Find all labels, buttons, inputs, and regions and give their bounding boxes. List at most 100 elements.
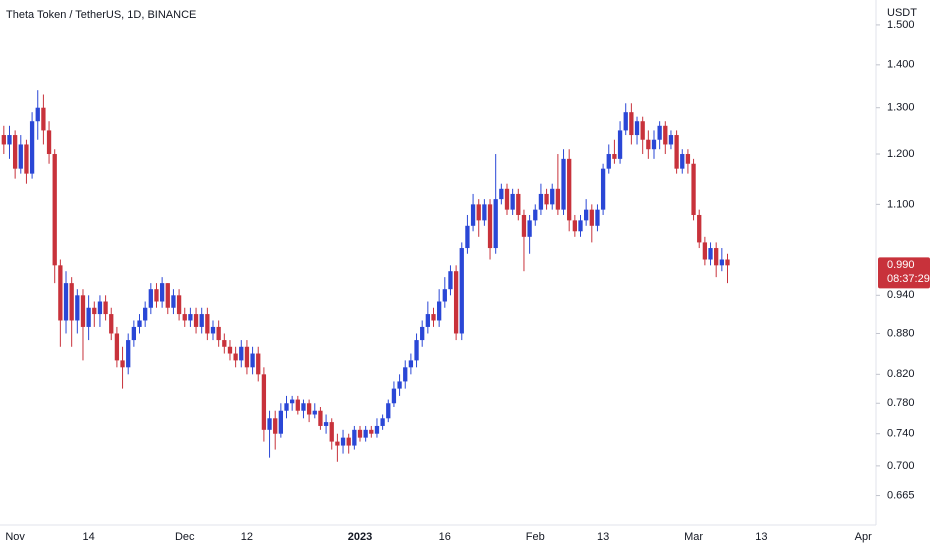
candle-body <box>567 158 572 221</box>
chart-title: Theta Token / TetherUS, 1D, BINANCE <box>6 9 196 21</box>
candle-body <box>708 248 713 260</box>
x-tick-label: Dec <box>175 531 195 543</box>
candle-body <box>58 265 63 321</box>
candle-body <box>35 107 40 122</box>
candle-body <box>227 346 233 354</box>
x-tick-label: Nov <box>5 531 25 543</box>
candle-body <box>46 130 52 155</box>
candle-body <box>589 209 594 226</box>
candle-body <box>538 193 544 210</box>
candle-body <box>408 360 414 368</box>
candle-body <box>521 214 527 237</box>
candle-body <box>176 295 182 315</box>
candle-body <box>323 422 329 426</box>
candle-body <box>301 403 306 411</box>
candle-body <box>516 193 521 215</box>
candle-body <box>143 307 148 321</box>
x-tick-label: 13 <box>755 531 767 543</box>
candle-body <box>12 135 18 169</box>
candle-body <box>352 429 357 446</box>
candle-body <box>363 429 368 438</box>
candle-body <box>465 225 470 249</box>
candle-body <box>205 314 210 334</box>
candle-body <box>425 314 430 327</box>
candle-body <box>86 307 91 327</box>
candle-body <box>171 295 176 308</box>
candle-body <box>284 403 289 411</box>
candle-body <box>685 154 691 164</box>
y-tick-label: 0.820 <box>887 368 915 380</box>
candle-body <box>357 429 363 438</box>
candle-body <box>52 154 57 266</box>
candle-body <box>250 353 255 368</box>
candle-body <box>69 283 74 321</box>
candle-body <box>544 193 549 205</box>
candle-body <box>414 340 419 361</box>
candle-body <box>437 301 442 321</box>
y-tick-label: 0.700 <box>887 460 915 472</box>
candle-body <box>63 283 69 321</box>
candle-body <box>725 259 730 266</box>
candle-body <box>403 367 408 382</box>
candle-body <box>329 422 334 442</box>
candle-body <box>504 188 510 210</box>
candle-body <box>470 204 476 226</box>
candle-body <box>453 271 459 334</box>
y-tick-label: 1.100 <box>887 198 915 210</box>
candle-body <box>188 314 193 321</box>
candle-body <box>80 295 86 327</box>
candle-body <box>7 135 12 145</box>
x-tick-label: 14 <box>83 531 95 543</box>
y-tick-label: 0.780 <box>887 397 915 409</box>
candle-body <box>600 168 606 210</box>
candle-body <box>617 130 623 159</box>
candle-body <box>448 271 453 290</box>
x-tick-label: Apr <box>855 531 872 543</box>
candle-body <box>691 163 696 215</box>
candle-body <box>193 314 199 327</box>
candle-body <box>533 209 538 221</box>
candle-body <box>578 220 583 232</box>
candle-body <box>239 346 244 361</box>
candle-body <box>256 353 261 375</box>
candle-body <box>148 289 153 308</box>
candle-body <box>131 326 137 341</box>
candle-body <box>459 248 464 334</box>
candle-body <box>210 326 216 334</box>
last-price-box <box>878 257 930 289</box>
candle-body <box>154 289 159 302</box>
candle-body <box>606 154 611 169</box>
y-tick-label: 0.880 <box>887 327 915 339</box>
candle-body <box>114 333 120 361</box>
candle-body <box>386 403 391 419</box>
candle-body <box>278 410 284 434</box>
candle-body <box>374 425 380 434</box>
candle-body <box>674 135 679 169</box>
x-tick-label: 2023 <box>348 531 372 543</box>
candle-body <box>1 135 6 145</box>
candle-body <box>312 410 317 415</box>
candle-body <box>499 188 504 200</box>
candle-body <box>629 112 634 136</box>
candle-body <box>159 283 165 302</box>
candle-body <box>663 125 668 145</box>
candle-body <box>290 399 295 404</box>
candle-body <box>595 209 600 226</box>
candle-body <box>126 340 131 368</box>
candle-body <box>346 437 351 446</box>
candle-body <box>137 320 142 327</box>
candle-body <box>273 418 278 434</box>
candle-body <box>295 399 300 411</box>
candle-body <box>719 259 724 266</box>
candle-body <box>318 410 323 426</box>
candle-body <box>24 144 29 174</box>
candle-body <box>420 326 425 341</box>
candle-body <box>561 158 566 210</box>
candle-body <box>233 353 238 361</box>
countdown: 08:37:29 <box>887 273 930 285</box>
candle-body <box>657 125 662 140</box>
x-tick-label: Mar <box>684 531 703 543</box>
x-tick-label: Feb <box>526 531 545 543</box>
candle-body <box>306 403 312 415</box>
